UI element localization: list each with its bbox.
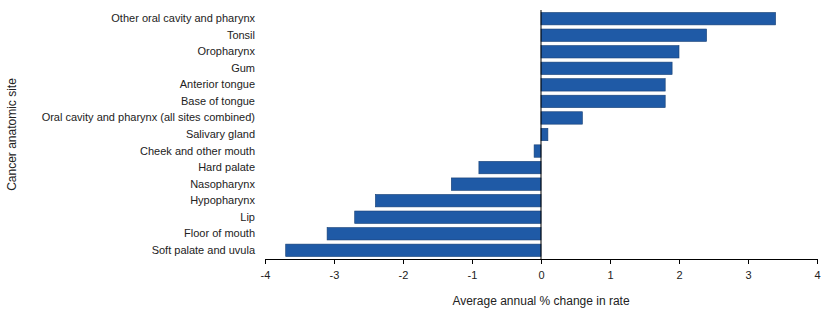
bar [541, 46, 679, 58]
x-tick-label: -4 [261, 269, 271, 281]
bar [286, 244, 541, 256]
x-axis: -4 -3 -2 -1 0 1 2 3 4 [261, 259, 821, 281]
x-tick-label: 1 [607, 269, 613, 281]
y-tick: Hypopharynx [190, 194, 255, 206]
y-tick: Floor of mouth [184, 227, 255, 239]
x-tick-mark [679, 259, 680, 264]
x-tick: -1 [468, 259, 478, 281]
bar [541, 29, 707, 41]
y-tick: Soft palate and uvula [152, 244, 256, 256]
x-tick-mark [472, 259, 473, 264]
x-axis-title: Average annual % change in rate [452, 294, 630, 308]
bar [479, 161, 541, 173]
x-tick-mark [334, 259, 335, 264]
y-axis: Other oral cavity and pharynx Tonsil Oroph… [42, 12, 256, 256]
bar [355, 211, 541, 223]
bar [541, 62, 672, 74]
y-tick: Oropharynx [198, 45, 256, 57]
x-tick-label: 2 [676, 269, 682, 281]
y-tick: Hard palate [198, 161, 255, 173]
bar [534, 145, 541, 157]
y-tick-label: Tonsil [227, 29, 255, 41]
y-tick: Tonsil [227, 29, 255, 41]
x-axis-line [266, 260, 818, 265]
y-tick-label: Hypopharynx [190, 194, 255, 206]
y-tick-label: Lip [240, 211, 255, 223]
x-tick-mark [817, 259, 818, 264]
x-tick: -2 [399, 259, 409, 281]
x-tick-label: -1 [468, 269, 478, 281]
y-tick: Oral cavity and pharynx (all sites combi… [42, 111, 255, 123]
y-tick-label: Base of tongue [181, 95, 255, 107]
y-tick: Lip [240, 211, 255, 223]
y-tick-label: Salivary gland [186, 128, 255, 140]
bar [375, 194, 541, 206]
y-tick-label: Hard palate [198, 161, 255, 173]
y-axis-title: Cancer anatomic site [5, 78, 19, 191]
y-tick: Cheek and other mouth [140, 145, 255, 157]
chart: -4 -3 -2 -1 0 1 2 3 4 Other oral cavity and phary… [0, 0, 825, 319]
x-tick-label: 4 [814, 269, 820, 281]
bar [541, 128, 548, 140]
x-tick: 3 [745, 259, 751, 281]
y-tick-label: Anterior tongue [180, 78, 255, 90]
y-tick-label: Oral cavity and pharynx (all sites combi… [42, 111, 255, 123]
x-tick: 1 [607, 259, 613, 281]
y-tick: Nasopharynx [190, 178, 255, 190]
bar [541, 79, 665, 91]
x-tick: -4 [261, 259, 271, 281]
x-tick-mark [265, 259, 266, 264]
x-tick: -3 [330, 259, 340, 281]
bar [327, 228, 541, 240]
bar [541, 112, 582, 124]
x-tick-mark [748, 259, 749, 264]
y-tick: Anterior tongue [180, 78, 255, 90]
y-tick-label: Gum [231, 62, 255, 74]
x-tick-label: -3 [330, 269, 340, 281]
bar [541, 95, 665, 107]
y-tick: Gum [231, 62, 255, 74]
x-tick: 2 [676, 259, 682, 281]
y-tick-label: Other oral cavity and pharynx [111, 12, 255, 24]
x-tick-label: -2 [399, 269, 409, 281]
x-tick-label: 3 [745, 269, 751, 281]
zero-line [541, 10, 542, 259]
x-tick-mark [610, 259, 611, 264]
y-tick-label: Soft palate and uvula [152, 244, 256, 256]
x-tick-mark [403, 259, 404, 264]
plot: -4 -3 -2 -1 0 1 2 3 4 Other oral cavity and phary… [42, 10, 821, 281]
y-tick-label: Floor of mouth [184, 227, 255, 239]
x-tick-mark [541, 259, 542, 264]
bars [286, 12, 776, 256]
y-tick-label: Nasopharynx [190, 178, 255, 190]
x-tick-label: 0 [538, 269, 544, 281]
y-tick: Salivary gland [186, 128, 255, 140]
bar [451, 178, 541, 190]
x-tick: 4 [814, 259, 820, 281]
bar [541, 12, 776, 24]
y-tick-label: Oropharynx [198, 45, 256, 57]
y-tick: Base of tongue [181, 95, 255, 107]
x-tick: 0 [538, 259, 544, 281]
y-tick-label: Cheek and other mouth [140, 145, 255, 157]
y-tick: Other oral cavity and pharynx [111, 12, 255, 24]
